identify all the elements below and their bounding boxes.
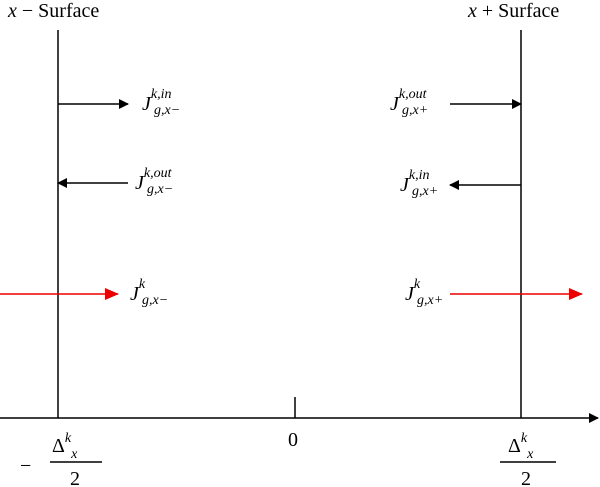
current-symbol: J: [400, 174, 410, 196]
current-symbol: J: [390, 93, 400, 115]
numerator: Δkx: [508, 431, 534, 462]
current-symbol: J: [130, 283, 140, 305]
current-superscript: k,in: [151, 87, 172, 102]
current-superscript: k: [139, 277, 146, 292]
current-superscript: k,out: [144, 166, 173, 181]
current-label: Jk,in g,x+: [400, 168, 438, 199]
denominator: 2: [521, 468, 531, 487]
currents: Jk,in g,x−Jk,out g,x−Jk g,x−Jk,out g,x+Jk,in…: [130, 87, 443, 308]
current-subscript: g,x+: [412, 184, 438, 199]
current-superscript: k,out: [399, 87, 428, 102]
current-subscript: g,x+: [402, 103, 428, 118]
current-symbol: J: [142, 93, 152, 115]
lines: [0, 30, 599, 463]
current-symbol: J: [135, 172, 145, 194]
surface-label: x + Surface: [467, 0, 559, 22]
current-subscript: g,x−: [142, 293, 168, 308]
current-label: Jk,in g,x−: [142, 87, 180, 118]
sign: −: [20, 455, 31, 477]
current-superscript: k,in: [409, 168, 430, 183]
current-subscript: g,x+: [417, 293, 443, 308]
origin-label: 0: [288, 429, 298, 451]
denominator: 2: [70, 468, 80, 487]
current-superscript: k: [414, 277, 421, 292]
numerator: Δkx: [52, 431, 78, 462]
current-label: Jk g,x−: [130, 277, 168, 308]
surface-label: x − Surface: [7, 0, 99, 22]
current-symbol: J: [405, 283, 415, 305]
current-subscript: g,x−: [154, 103, 180, 118]
current-subscript: g,x−: [147, 182, 173, 197]
current-label: Jk,out g,x−: [135, 166, 173, 197]
current-label: Jk g,x+: [405, 277, 443, 308]
current-label: Jk,out g,x+: [390, 87, 428, 118]
